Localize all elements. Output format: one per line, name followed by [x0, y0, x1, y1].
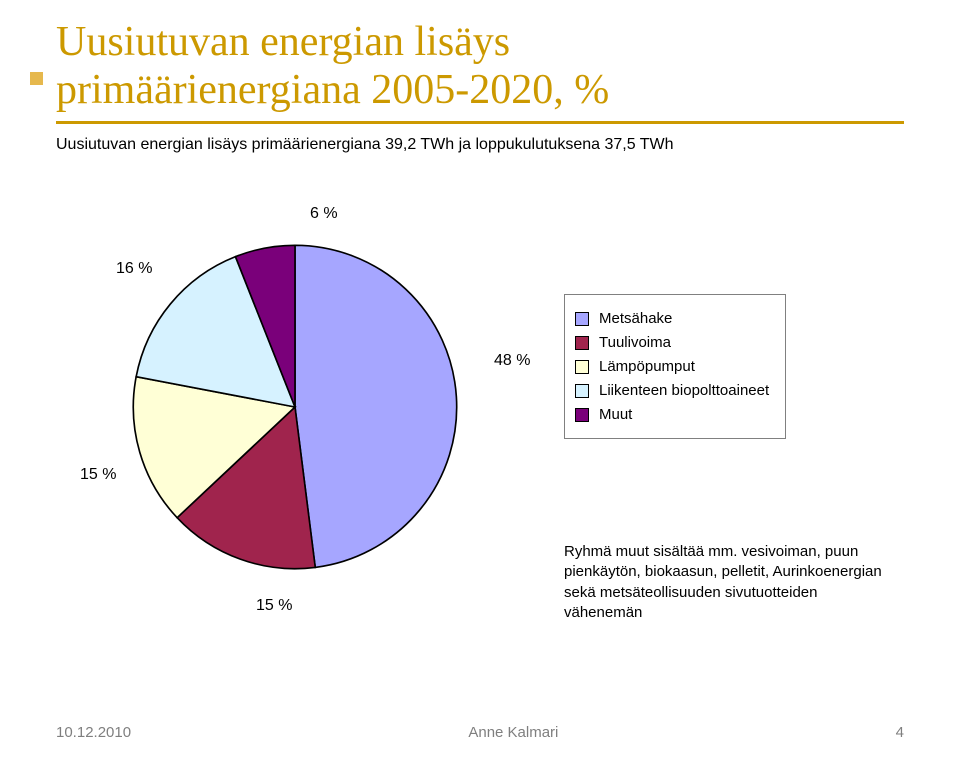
chart-area: 48 % 15 % 15 % 16 % Metsähake Tuulivoima L… — [56, 230, 904, 670]
legend: Metsähake Tuulivoima Lämpöpumput Liikenteen… — [564, 294, 786, 439]
pct-label-liikenne: 16 % — [116, 260, 152, 278]
legend-item: Liikenteen biopolttoaineet — [575, 382, 769, 399]
pie-slice-metsahake — [295, 245, 457, 567]
legend-label: Liikenteen biopolttoaineet — [599, 382, 769, 399]
pct-label-metsahake: 48 % — [494, 352, 530, 370]
title-line1: Uusiutuvan energian lisäys — [56, 19, 510, 65]
pct-label-tuulivoima: 15 % — [256, 597, 292, 615]
bullet-icon — [30, 72, 43, 85]
legend-label: Metsähake — [599, 310, 672, 327]
legend-item: Lämpöpumput — [575, 358, 769, 375]
footer-page: 4 — [896, 724, 904, 741]
title-line2: primäärienergiana 2005-2020, % — [56, 67, 609, 113]
legend-swatch — [575, 312, 589, 326]
legend-label: Tuulivoima — [599, 334, 671, 351]
legend-swatch — [575, 408, 589, 422]
note-text: Ryhmä muut sisältää mm. vesivoiman, puun… — [564, 542, 894, 623]
pct-label-muut-detached: 6 % — [310, 205, 338, 223]
legend-swatch — [575, 336, 589, 350]
slide: Uusiutuvan energian lisäys primäärienerg… — [0, 0, 960, 763]
pct-label-lampopumput: 15 % — [80, 466, 116, 484]
footer: 10.12.2010 Anne Kalmari 4 — [56, 724, 904, 741]
legend-item: Tuulivoima — [575, 334, 769, 351]
legend-label: Lämpöpumput — [599, 358, 695, 375]
legend-item: Muut — [575, 406, 769, 423]
legend-item: Metsähake — [575, 310, 769, 327]
slide-title: Uusiutuvan energian lisäys primäärienerg… — [56, 18, 904, 115]
legend-swatch — [575, 360, 589, 374]
pie-chart — [130, 242, 460, 572]
title-rule — [56, 121, 904, 124]
legend-swatch — [575, 384, 589, 398]
legend-label: Muut — [599, 406, 632, 423]
footer-date: 10.12.2010 — [56, 724, 131, 741]
footer-author: Anne Kalmari — [131, 724, 896, 741]
subtitle: Uusiutuvan energian lisäys primäärienerg… — [56, 136, 904, 154]
